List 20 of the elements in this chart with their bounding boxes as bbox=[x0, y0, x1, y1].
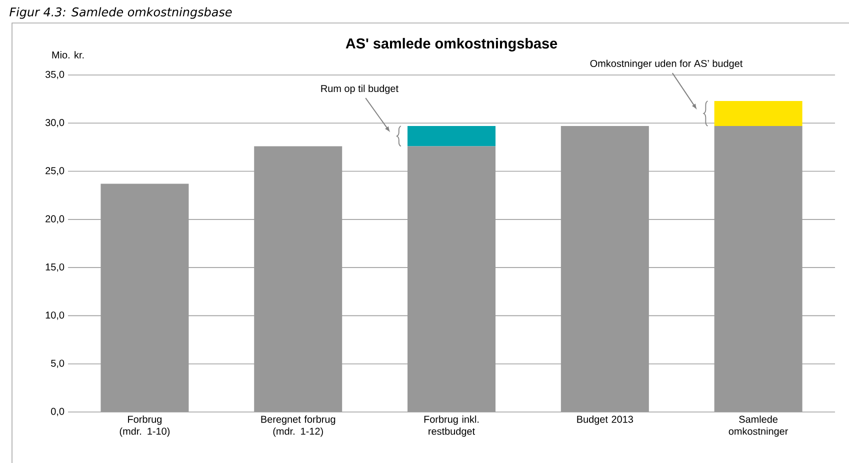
text: Omkostninger uden for AS’ budget bbox=[590, 60, 743, 69]
x-tick-label: Forbrug inkl. restbudget bbox=[424, 416, 479, 437]
y-tick-label: 0,0 bbox=[51, 408, 64, 416]
y-tick-label: 5,0 bbox=[51, 360, 64, 368]
bar bbox=[408, 126, 496, 146]
annotation: Rum op til budget bbox=[321, 84, 398, 94]
chart-title: AS' samlede omkostningsbase bbox=[346, 38, 558, 52]
y-tick-label: 25,0 bbox=[46, 167, 64, 176]
x-tick-label: Samlede omkostninger bbox=[728, 416, 788, 437]
x-tick-label: Beregnet forbrug (mdr. 1-12) bbox=[261, 416, 336, 437]
bar bbox=[714, 100, 802, 126]
y-tick-label: 30,0 bbox=[45, 119, 64, 128]
y-tick-label: 10,0 bbox=[46, 312, 64, 320]
y-axis-title: Mio. kr. bbox=[52, 51, 84, 58]
y-tick-label: 35,0 bbox=[45, 70, 64, 80]
y-tick-label: 20,0 bbox=[46, 215, 64, 224]
y-tick-label: 15,0 bbox=[46, 263, 64, 272]
x-tick-label: Forbrug (mdr. 1-10) bbox=[120, 416, 170, 437]
text: Figur 4.3: Samlede omkostningsbase bbox=[10, 7, 232, 19]
x-tick-label: Budget 2013 bbox=[577, 416, 633, 425]
